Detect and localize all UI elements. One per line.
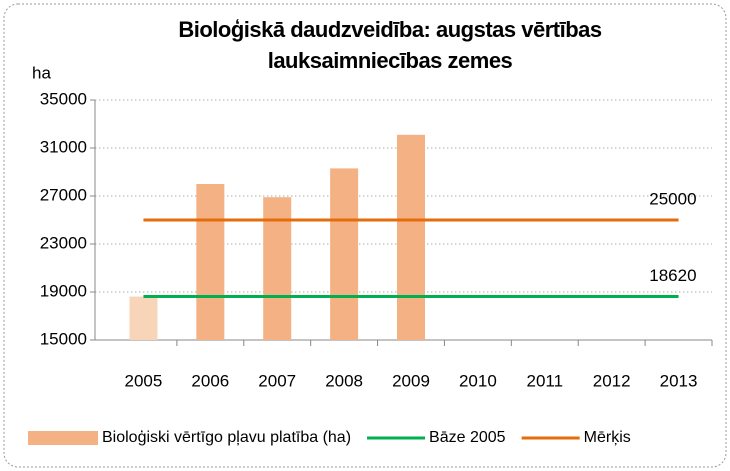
y-tick-label: 35000 [40, 89, 87, 108]
x-tick-label: 2012 [593, 371, 631, 390]
x-tick-label: 2009 [392, 371, 430, 390]
x-tick-label: 2010 [459, 371, 497, 390]
x-tick-label: 2008 [325, 371, 363, 390]
x-tick-label: 2007 [258, 371, 296, 390]
y-tick-label: 15000 [40, 329, 87, 348]
y-tick-label: 19000 [40, 281, 87, 300]
chart-border [3, 3, 727, 468]
bar [397, 134, 425, 340]
data-label: 25000 [649, 189, 696, 208]
x-tick-label: 2006 [191, 371, 229, 390]
x-tick-label: 2013 [660, 371, 698, 390]
bar [129, 296, 158, 340]
y-tick-label: 31000 [40, 137, 87, 156]
x-tick-label: 2011 [526, 371, 563, 390]
data-label: 18620 [649, 266, 696, 285]
x-tick-label: 2005 [125, 371, 163, 390]
y-tick-label: 23000 [40, 233, 87, 252]
legend-label: Bāze 2005 [429, 429, 506, 446]
legend-swatch [28, 431, 98, 445]
chart-title: Bioloģiskā daudzveidība: augstas vērtība… [178, 17, 602, 73]
legend-label: Bioloģiski vērtīgo pļavu platība (ha) [102, 428, 351, 446]
bar [196, 184, 225, 340]
legend-label: Mērķis [584, 429, 631, 446]
y-axis-label: ha [32, 63, 51, 82]
y-tick-label: 27000 [40, 185, 87, 204]
bar [330, 168, 359, 340]
